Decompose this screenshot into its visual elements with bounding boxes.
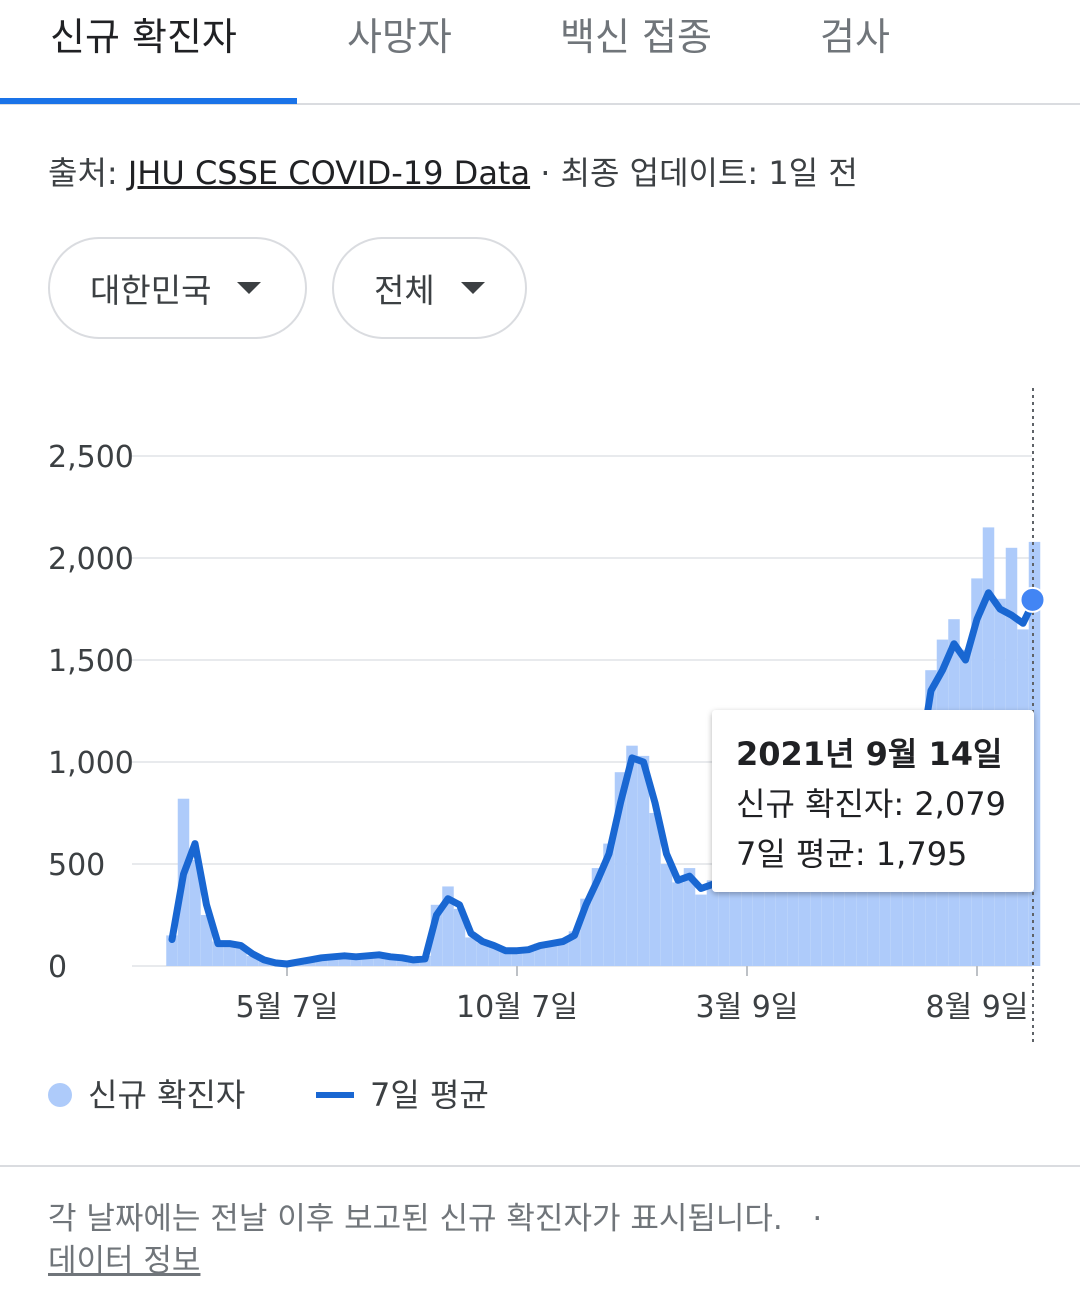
bar	[465, 937, 477, 966]
bar	[499, 951, 512, 966]
tab[interactable]: 신규 확진자	[50, 15, 237, 59]
bar	[718, 886, 730, 966]
y-tick-label: 500	[48, 848, 105, 883]
y-tick-label: 0	[48, 950, 67, 985]
bar	[430, 904, 443, 966]
bar	[580, 898, 592, 966]
bar	[775, 843, 788, 966]
source-updated: · 최종 업데이트: 1일 전	[540, 154, 858, 192]
bar	[741, 874, 753, 966]
dropdown-arrow	[237, 282, 262, 294]
bar	[396, 956, 408, 966]
tooltip-line: 7일 평균: 1,795	[736, 835, 967, 873]
bar	[511, 948, 523, 966]
tooltip-date: 2021년 9월 14일	[736, 735, 1002, 773]
tab[interactable]: 검사	[820, 15, 890, 59]
bar	[557, 939, 569, 966]
y-tick-label: 1,000	[48, 746, 134, 781]
tab[interactable]: 백신 접종	[560, 15, 712, 59]
source-link[interactable]: JHU CSSE COVID-19 Data	[127, 154, 531, 192]
footer-separator: ·	[812, 1201, 823, 1237]
source-line: 출처: JHU CSSE COVID-19 Data · 최종 업데이트: 1일…	[48, 148, 858, 194]
bar	[821, 853, 834, 966]
bar	[522, 950, 535, 966]
tab[interactable]: 사망자	[347, 15, 452, 59]
bar	[637, 755, 650, 966]
bar	[810, 845, 822, 966]
footer-link[interactable]: 데이터 정보	[48, 1243, 201, 1279]
bar	[361, 954, 374, 966]
bar	[879, 859, 891, 966]
bar	[683, 868, 696, 966]
chart: 0 500 1,000 1,500 2,000 2,500 5월 7일 10월 7일 3월 9일…	[48, 388, 1046, 1114]
bar	[189, 859, 201, 966]
legend-label: 신규 확진자	[88, 1076, 245, 1114]
y-tick-label: 2,500	[48, 440, 134, 475]
bar	[890, 851, 903, 966]
legend-label: 7일 평균	[370, 1076, 489, 1114]
bar	[476, 942, 489, 966]
bar	[568, 931, 581, 966]
bar	[649, 813, 661, 966]
bar	[166, 935, 178, 966]
bar	[384, 957, 397, 966]
bar	[787, 835, 799, 966]
x-tick-label: 3월 9일	[696, 990, 799, 1025]
x-tick-label: 10월 7일	[456, 990, 578, 1025]
bar	[338, 953, 351, 966]
footer-note-line: 각 날짜에는 전날 이후 보고된 신규 확진자가 표시됩니다. ·	[48, 1193, 822, 1238]
bar	[706, 880, 719, 966]
bar	[373, 953, 385, 966]
bar	[672, 882, 684, 966]
bar	[235, 947, 247, 966]
tab-divider	[0, 103, 1080, 105]
bar	[223, 945, 236, 966]
bar	[833, 861, 845, 966]
footer-divider	[0, 1165, 1080, 1167]
bar	[660, 864, 673, 966]
bar	[591, 868, 604, 966]
bar	[200, 915, 213, 966]
bar	[798, 847, 811, 966]
y-tick-label: 1,500	[48, 644, 134, 679]
bar	[488, 946, 500, 966]
legend-swatch	[48, 1083, 72, 1107]
bar	[844, 847, 857, 966]
bar	[315, 956, 328, 966]
tooltip-box	[712, 710, 1034, 892]
footer-note: 각 날짜에는 전날 이후 보고된 신규 확진자가 표시됩니다.	[48, 1201, 783, 1237]
bar	[752, 870, 765, 966]
bar	[327, 955, 339, 966]
dropdown-label: 전체	[374, 271, 435, 310]
bar	[867, 868, 880, 966]
tab-indicator	[0, 98, 297, 104]
bar	[603, 843, 615, 966]
bar	[545, 941, 558, 966]
bar	[729, 876, 742, 966]
scope-dropdown[interactable]: 전체	[332, 237, 527, 339]
bar	[695, 894, 707, 966]
bar	[442, 886, 454, 966]
bar	[1028, 541, 1041, 966]
hover-point	[1019, 586, 1046, 613]
bar	[614, 772, 627, 966]
bar	[626, 745, 638, 966]
bar	[350, 957, 362, 966]
bar	[453, 908, 466, 966]
tooltip-line: 신규 확진자: 2,079	[736, 785, 1006, 823]
dropdown-label: 대한민국	[90, 271, 212, 310]
dropdown-arrow	[460, 282, 485, 294]
bar	[246, 955, 259, 966]
source-label: 출처:	[48, 154, 118, 192]
bar	[212, 941, 224, 966]
y-tick-label: 2,000	[48, 542, 134, 577]
region-dropdown[interactable]: 대한민국	[48, 237, 307, 339]
bar	[764, 859, 776, 966]
bar	[534, 943, 546, 966]
x-tick-label: 8월 9일	[926, 990, 1029, 1025]
x-tick-label: 5월 7일	[236, 990, 339, 1025]
bar	[856, 843, 868, 966]
